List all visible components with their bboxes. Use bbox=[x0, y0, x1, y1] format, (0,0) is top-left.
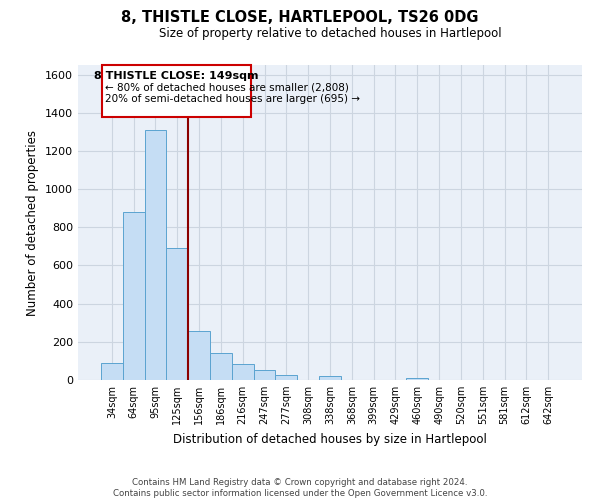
Bar bbox=[102, 65, 251, 116]
X-axis label: Distribution of detached houses by size in Hartlepool: Distribution of detached houses by size … bbox=[173, 432, 487, 446]
Y-axis label: Number of detached properties: Number of detached properties bbox=[26, 130, 40, 316]
Bar bbox=[406, 378, 428, 380]
Bar bbox=[319, 376, 341, 380]
Bar bbox=[123, 212, 145, 380]
Bar bbox=[232, 364, 254, 380]
Bar bbox=[275, 375, 297, 380]
Text: 8 THISTLE CLOSE: 149sqm: 8 THISTLE CLOSE: 149sqm bbox=[94, 70, 259, 81]
Bar bbox=[101, 363, 123, 380]
Text: Contains HM Land Registry data © Crown copyright and database right 2024.
Contai: Contains HM Land Registry data © Crown c… bbox=[113, 478, 487, 498]
Text: ← 80% of detached houses are smaller (2,808): ← 80% of detached houses are smaller (2,… bbox=[105, 82, 349, 92]
Title: Size of property relative to detached houses in Hartlepool: Size of property relative to detached ho… bbox=[158, 27, 502, 40]
Bar bbox=[166, 248, 188, 380]
Text: 20% of semi-detached houses are larger (695) →: 20% of semi-detached houses are larger (… bbox=[105, 94, 360, 104]
Bar bbox=[210, 352, 232, 380]
Bar bbox=[188, 332, 210, 380]
Text: 8, THISTLE CLOSE, HARTLEPOOL, TS26 0DG: 8, THISTLE CLOSE, HARTLEPOOL, TS26 0DG bbox=[121, 10, 479, 25]
Bar bbox=[254, 370, 275, 380]
Bar bbox=[145, 130, 166, 380]
